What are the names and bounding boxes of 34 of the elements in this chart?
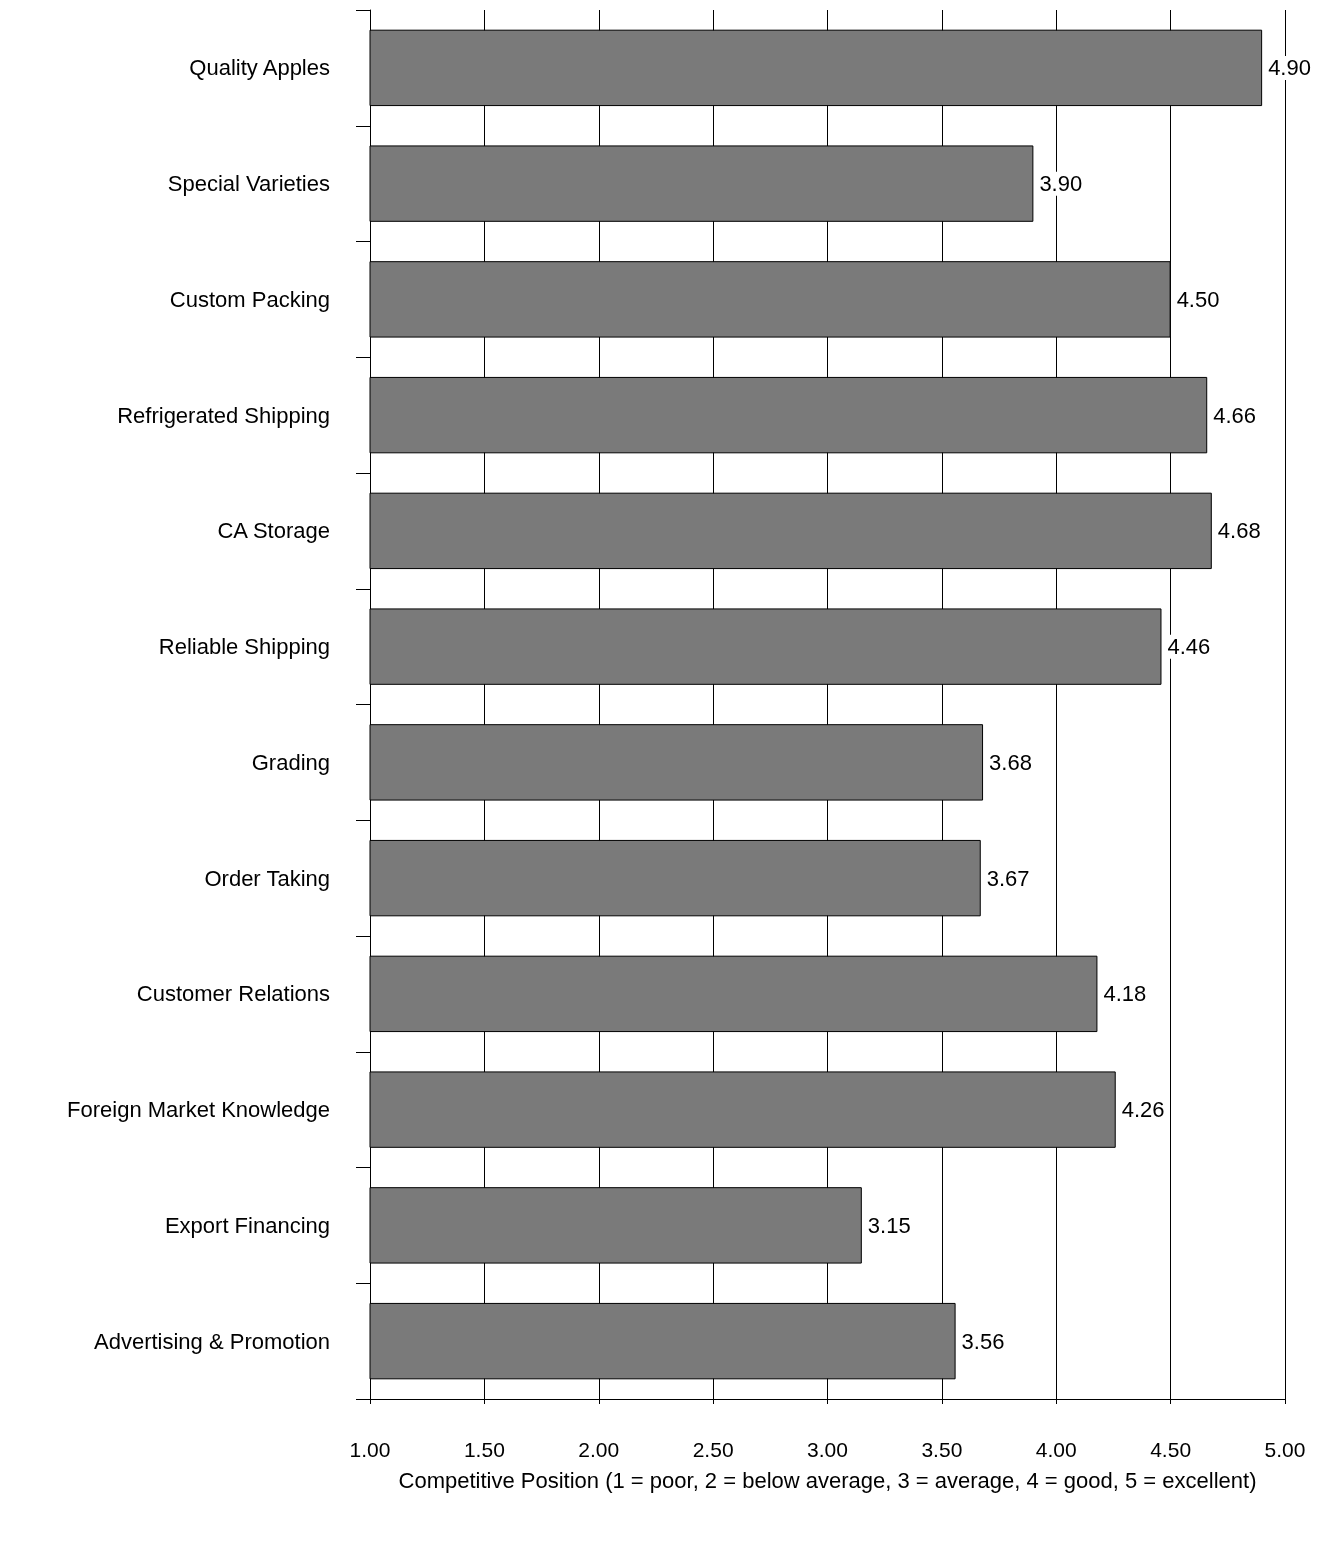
- y-tick-label: Customer Relations: [136, 981, 330, 1007]
- y-tick-label: Grading: [251, 749, 330, 775]
- data-label: 4.50: [1176, 286, 1220, 312]
- data-label: 3.90: [1039, 171, 1083, 197]
- data-label: 3.15: [867, 1212, 911, 1238]
- data-label: 4.66: [1213, 402, 1257, 428]
- y-tick-label: Special Varieties: [167, 171, 330, 197]
- y-tick-label: Quality Apples: [189, 55, 330, 81]
- x-tick-label: 3.00: [807, 1438, 848, 1461]
- data-label: 3.68: [989, 749, 1032, 775]
- y-tick-label: Refrigerated Shipping: [117, 402, 330, 428]
- y-tick-label: Custom Packing: [169, 286, 330, 312]
- x-tick-label: 5.00: [1264, 1438, 1306, 1461]
- x-tick-label: 4.50: [1150, 1438, 1192, 1461]
- y-tick-label: CA Storage: [217, 518, 330, 544]
- x-tick-label: 4.00: [1035, 1438, 1077, 1461]
- y-tick-label: Advertising & Promotion: [94, 1328, 330, 1354]
- data-label: 4.68: [1217, 518, 1261, 544]
- x-tick-label: 2.50: [692, 1438, 734, 1461]
- data-label: 4.46: [1167, 634, 1211, 660]
- x-tick-label: 1.00: [349, 1438, 391, 1461]
- data-label: 4.90: [1268, 55, 1311, 81]
- y-tick-label: Export Financing: [164, 1212, 330, 1238]
- x-tick-label: 1.50: [463, 1438, 505, 1461]
- x-tick-label: 2.00: [578, 1438, 620, 1461]
- x-axis-title: Competitive Position (1 = poor, 2 = below average, 3 = average, 4 = good, 5 = excellent): [398, 1467, 1257, 1493]
- data-label: 3.56: [961, 1328, 1005, 1354]
- data-label: 4.18: [1103, 981, 1147, 1007]
- data-label: 3.67: [986, 865, 1030, 891]
- data-label: 4.26: [1121, 1097, 1165, 1123]
- x-tick-label: 3.50: [921, 1438, 963, 1461]
- y-tick-label: Foreign Market Knowledge: [67, 1097, 330, 1123]
- y-tick-label: Reliable Shipping: [158, 634, 330, 660]
- y-tick-label: Order Taking: [204, 865, 330, 891]
